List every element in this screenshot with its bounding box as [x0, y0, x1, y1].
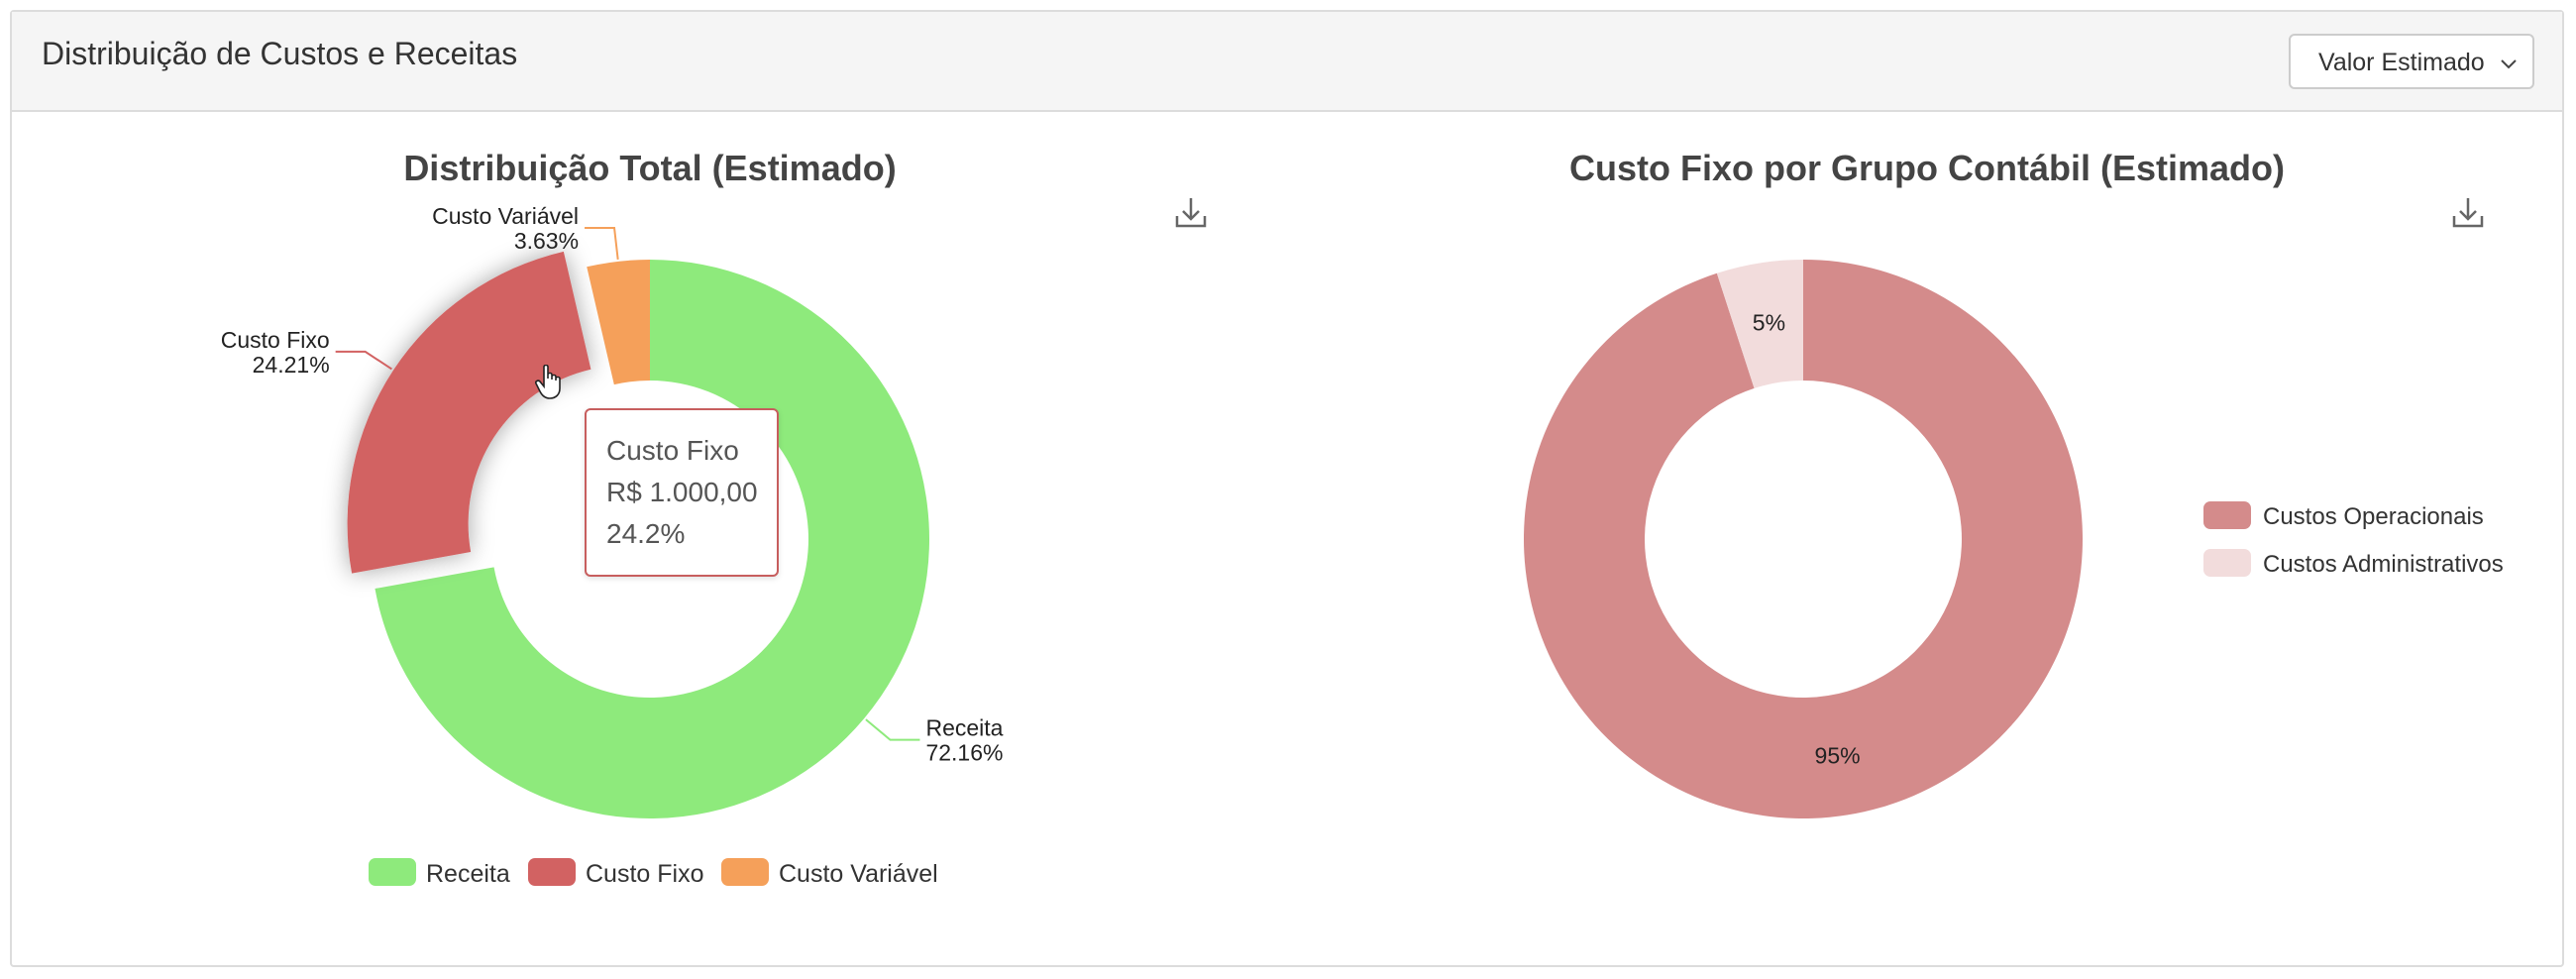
legend-label-receita: Receita — [426, 860, 510, 888]
data-label-custos-operacionais: 95% — [1815, 742, 1861, 768]
data-label-value-custo-variavel: 3.63% — [514, 228, 579, 254]
slice-receita[interactable] — [375, 260, 929, 818]
leader-line-custo-variavel — [585, 227, 619, 260]
data-label-name-custo-fixo: Custo Fixo — [221, 327, 330, 353]
data-label-name-receita: Receita — [925, 715, 1003, 741]
chevron-down-icon — [2501, 59, 2517, 69]
slice-custos-administrativos[interactable] — [1716, 260, 1803, 388]
tooltip-series: Custo Fixo — [606, 435, 739, 466]
tooltip-percent: 24.2% — [606, 518, 686, 549]
right-chart-data-labels: 95% 5% — [1753, 310, 1861, 769]
legend-swatch-custo-variavel — [721, 858, 769, 886]
left-chart-slices — [347, 251, 929, 818]
left-chart-legend: Receita Custo Fixo Custo Variável — [369, 858, 938, 888]
right-download-icon[interactable] — [2452, 198, 2484, 228]
leader-line-receita — [865, 718, 920, 741]
slice-custo-fixo[interactable] — [347, 251, 591, 574]
data-label-value-custo-fixo: 24.21% — [253, 352, 330, 378]
legend-swatch-custos-operacionais — [2203, 501, 2251, 529]
right-chart-legend: Custos Operacionais Custos Administrativo… — [2203, 501, 2504, 578]
legend-label-custo-variavel: Custo Variável — [779, 860, 938, 888]
leader-line-custo-fixo — [335, 350, 392, 371]
legend-item-receita[interactable]: Receita — [369, 858, 510, 888]
left-download-icon[interactable] — [1175, 198, 1207, 228]
legend-item-custo-fixo[interactable]: Custo Fixo — [528, 858, 703, 888]
value-type-select[interactable]: Valor Estimado — [2289, 34, 2534, 89]
panel-title: Distribuição de Custos e Receitas — [42, 36, 518, 71]
right-chart-title: Custo Fixo por Grupo Contábil (Estimado) — [1569, 148, 2285, 188]
panel-header: Distribuição de Custos e Receitas Valor … — [12, 12, 2562, 112]
data-label-name-custo-variavel: Custo Variável — [432, 203, 579, 229]
slice-custo-variavel[interactable] — [587, 260, 650, 385]
legend-swatch-receita — [369, 858, 416, 886]
legend-item-custo-variavel[interactable]: Custo Variável — [721, 858, 938, 888]
data-label-custos-administrativos: 5% — [1753, 310, 1785, 336]
legend-item-custos-administrativos[interactable]: Custos Administrativos — [2203, 549, 2504, 578]
slice-custos-operacionais[interactable] — [1523, 260, 2083, 818]
legend-swatch-custos-administrativos — [2203, 549, 2251, 577]
chart-tooltip: Custo Fixo R$ 1.000,00 24.2% — [585, 408, 779, 577]
legend-label-custos-administrativos: Custos Administrativos — [2263, 551, 2504, 578]
legend-label-custos-operacionais: Custos Operacionais — [2263, 503, 2484, 530]
value-type-select-value: Valor Estimado — [2318, 49, 2485, 76]
legend-item-custos-operacionais[interactable]: Custos Operacionais — [2203, 501, 2484, 530]
data-label-value-receita: 72.16% — [925, 740, 1003, 766]
hand-cursor-icon — [535, 365, 561, 399]
tooltip-value: R$ 1.000,00 — [606, 477, 758, 507]
legend-label-custo-fixo: Custo Fixo — [586, 860, 703, 888]
legend-swatch-custo-fixo — [528, 858, 576, 886]
right-chart-slices — [1523, 260, 2083, 818]
left-chart-title: Distribuição Total (Estimado) — [403, 148, 896, 188]
